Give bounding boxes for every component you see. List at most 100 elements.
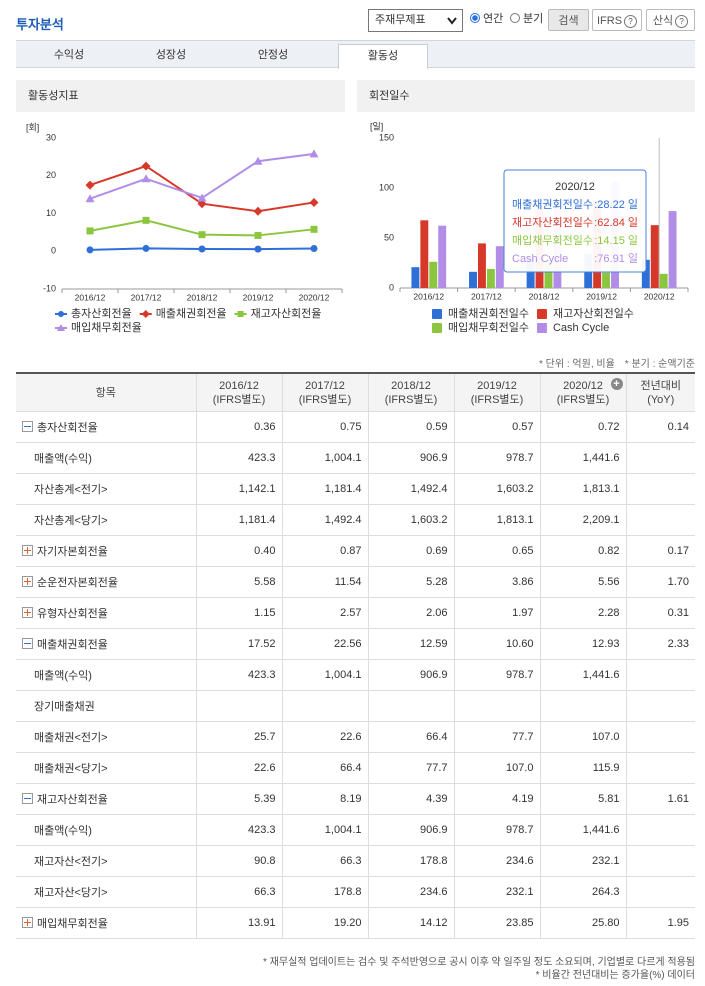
toggle-icon[interactable] xyxy=(22,576,33,587)
ifrs-button[interactable]: IFRS? xyxy=(592,9,642,31)
header-cell: 항목 xyxy=(16,374,196,412)
value-cell xyxy=(625,814,695,846)
header-text: 2018/12 xyxy=(391,379,431,392)
value-cell: 1.97 xyxy=(453,597,540,629)
toggle-icon[interactable] xyxy=(22,421,33,432)
toggle-icon[interactable] xyxy=(22,793,33,804)
tab[interactable]: 수익성 xyxy=(53,49,85,61)
radio-label: 분기 xyxy=(523,13,544,25)
value-cell: 1.15 xyxy=(195,597,282,629)
table-row: 매출액(수익) 423.3 1,004.1 906.9 978.7 1,441.6 xyxy=(16,814,695,846)
value-cell: 234.6 xyxy=(367,876,454,908)
bar xyxy=(429,261,438,288)
toggle-icon[interactable] xyxy=(22,917,33,928)
value-cell: 2.57 xyxy=(281,597,368,629)
tab-bar: 수익성 성장성 안정성 활동성 xyxy=(16,40,695,69)
value-cell: 77.7 xyxy=(367,752,454,784)
x-tick-label: 2019/12 xyxy=(243,292,274,302)
help-icon: ? xyxy=(624,15,638,28)
cell-value: 5.81 xyxy=(598,793,620,805)
bar xyxy=(544,262,553,288)
value-cell: 66.4 xyxy=(281,752,368,784)
value-cell: 0.69 xyxy=(367,535,454,567)
table-row: 재고자산<전기> 90.8 66.3 178.8 234.6 232.1 xyxy=(16,845,695,877)
tab[interactable]: 안정성 xyxy=(257,49,289,61)
value-cell: 1,181.4 xyxy=(281,473,368,505)
series-line xyxy=(89,152,315,200)
radio[interactable]: 연간 xyxy=(470,13,503,26)
cell-value: 423.3 xyxy=(247,824,276,836)
value-cell: 0.31 xyxy=(625,597,695,629)
value-cell: 1,603.2 xyxy=(367,504,454,536)
cell-value: 25.80 xyxy=(591,917,620,929)
marker xyxy=(142,244,150,252)
tab[interactable]: 성장성 xyxy=(155,49,187,61)
value-cell: 3.86 xyxy=(453,566,540,598)
value-cell: 1,603.2 xyxy=(453,473,540,505)
toggle-icon[interactable] xyxy=(22,638,33,649)
header-text: (IFRS별도) xyxy=(212,393,266,406)
value-cell: 1.95 xyxy=(625,907,695,939)
cell-value: 2.33 xyxy=(667,638,689,650)
value-cell: 17.52 xyxy=(195,628,282,660)
marker xyxy=(85,180,95,190)
help-icon: ? xyxy=(675,15,689,28)
row-label-cell: 자산총계<당기> xyxy=(16,504,196,536)
value-cell: 0.57 xyxy=(453,411,540,443)
radio-label: 연간 xyxy=(483,13,504,25)
toggle-icon[interactable] xyxy=(22,607,33,618)
value-cell: 906.9 xyxy=(367,659,454,691)
value-cell: 1,492.4 xyxy=(281,504,368,536)
value-cell: 12.93 xyxy=(539,628,626,660)
value-cell xyxy=(625,442,695,474)
cell-value: 22.6 xyxy=(340,731,362,743)
cell-value: 12.59 xyxy=(419,638,448,650)
cell-value: 17.52 xyxy=(247,638,276,650)
row-label-cell: 자기자본회전율 xyxy=(16,535,196,567)
tab[interactable]: 활동성 xyxy=(338,44,428,69)
header-text: (IFRS별도) xyxy=(470,393,524,406)
value-cell: 0.36 xyxy=(195,411,282,443)
bar xyxy=(420,220,429,288)
formula-button[interactable]: 산식? xyxy=(646,9,695,31)
cell-value: 423.3 xyxy=(247,669,276,681)
y-unit: [회] xyxy=(26,122,39,132)
panel-title: 회전일수 xyxy=(369,88,409,102)
value-cell: 25.80 xyxy=(539,907,626,939)
value-cell: 77.7 xyxy=(453,721,540,753)
tooltip-box xyxy=(503,169,647,273)
bar xyxy=(486,269,495,288)
cell-value: 90.8 xyxy=(254,855,276,867)
value-cell: 1,181.4 xyxy=(195,504,282,536)
legend-swatch xyxy=(536,323,547,333)
bar xyxy=(650,225,659,288)
cell-value: 0.36 xyxy=(254,421,276,433)
select[interactable]: 주재무제표 xyxy=(368,9,463,32)
value-cell xyxy=(539,690,626,722)
toggle-icon[interactable] xyxy=(22,545,33,556)
expand-icon[interactable]: + xyxy=(610,378,623,390)
table-row: 매출채권<전기> 25.7 22.6 66.4 77.7 107.0 xyxy=(16,721,695,753)
cell-value: 5.56 xyxy=(598,576,620,588)
value-cell: 1,004.1 xyxy=(281,442,368,474)
legend-label: 매출채권회전일수 xyxy=(448,306,529,320)
value-cell: 0.14 xyxy=(625,411,695,443)
cell-value: 25.7 xyxy=(254,731,276,743)
row-label-cell: 재고자산회전율 xyxy=(16,783,196,815)
x-tick-label: 2016/12 xyxy=(413,291,444,301)
value-cell: 1,004.1 xyxy=(281,659,368,691)
radio[interactable]: 분기 xyxy=(510,13,543,26)
cell-value: 0.65 xyxy=(512,545,534,557)
cell-value: 5.39 xyxy=(254,793,276,805)
row-label-cell: 장기매출채권 xyxy=(16,690,196,722)
footer: * 재무실적 업데이트는 검수 및 주석반영으로 공시 이후 약 일주일 정도 … xyxy=(263,956,695,982)
row-label: 총자산회전율 xyxy=(37,422,98,434)
row-label: 매출액(수익) xyxy=(34,453,92,465)
table-row: 자산총계<전기> 1,142.1 1,181.4 1,492.4 1,603.2 1,81… xyxy=(16,473,695,505)
value-cell: 66.4 xyxy=(367,721,454,753)
cell-value: 0.40 xyxy=(254,545,276,557)
value-cell: 978.7 xyxy=(453,814,540,846)
cell-value: 1.97 xyxy=(512,607,534,619)
search-button[interactable]: 검색 xyxy=(548,9,589,31)
cell-value: 0.69 xyxy=(426,545,448,557)
